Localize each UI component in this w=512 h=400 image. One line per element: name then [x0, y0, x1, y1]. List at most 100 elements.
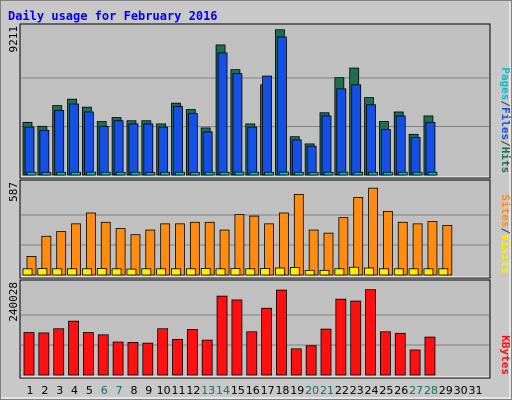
bar-files-day-2 [39, 129, 50, 176]
bar-visits-day-27 [412, 223, 423, 276]
bar-kbytes-day-25 [379, 331, 391, 376]
day-label-1: 1 [27, 384, 34, 397]
bar-visits-day-9 [145, 229, 156, 276]
day-label-6: 6 [101, 384, 108, 397]
bar-sites-day-24 [364, 267, 374, 276]
bar-files-day-4 [69, 103, 79, 176]
bar-files-day-22 [336, 88, 347, 176]
day-label-10: 10 [157, 384, 171, 397]
bar-visits-day-21 [323, 232, 334, 276]
scale-label: 587 [7, 182, 20, 202]
bar-pages-day-9 [145, 172, 156, 176]
bar-pages-day-4 [71, 171, 81, 176]
bar-pages-day-1 [26, 171, 37, 176]
bar-pages-day-27 [412, 171, 423, 176]
bar-pages-day-18 [279, 171, 289, 176]
bar-visits-day-11 [175, 223, 185, 276]
bar-files-day-15 [232, 73, 243, 176]
bar-files-day-13 [202, 131, 213, 176]
day-label-15: 15 [231, 384, 245, 397]
legend-label-group: KBytes [499, 335, 512, 375]
bar-sites-day-20 [304, 269, 315, 276]
bar-kbytes-day-10 [157, 328, 169, 376]
day-label-13: 13 [201, 384, 215, 397]
bar-files-day-17 [262, 75, 273, 176]
bar-files-day-7 [113, 120, 124, 176]
bar-visits-day-13 [204, 221, 215, 276]
bar-kbytes-day-26 [394, 332, 406, 376]
scale-label: 9211 [7, 26, 20, 53]
bar-pages-day-8 [130, 171, 141, 176]
day-label-30: 30 [454, 384, 468, 397]
panel-kbytes: 240028 KBytes [7, 279, 512, 379]
bar-kbytes-day-7 [112, 341, 124, 376]
bar-visits-day-29 [442, 224, 453, 276]
day-label-19: 19 [290, 384, 304, 397]
bar-files-day-6 [98, 125, 109, 176]
bar-pages-day-24 [368, 171, 378, 176]
bar-pages-day-26 [397, 171, 408, 176]
bar-pages-day-25 [382, 171, 393, 176]
bar-sites-day-18 [275, 267, 285, 276]
bar-kbytes-day-6 [97, 334, 109, 376]
bar-pages-day-10 [160, 171, 171, 176]
day-label-22: 22 [335, 384, 349, 397]
bar-kbytes-day-28 [424, 336, 436, 376]
bar-sites-day-15 [230, 268, 241, 276]
bar-visits-day-24 [368, 187, 378, 276]
bar-sites-day-25 [378, 268, 389, 276]
bar-files-day-24 [366, 104, 376, 176]
panel-visits-sites: 587 Sites/Visits [7, 179, 512, 279]
day-label-9: 9 [145, 384, 152, 397]
bar-files-day-16 [247, 126, 258, 176]
bar-kbytes-day-1 [23, 332, 35, 376]
day-label-5: 5 [86, 384, 93, 397]
bar-sites-day-4 [67, 268, 77, 276]
bar-kbytes-day-4 [68, 320, 79, 376]
legend-label: / [499, 140, 512, 147]
day-label-24: 24 [365, 384, 379, 397]
bar-pages-day-3 [56, 171, 67, 176]
bar-visits-day-25 [382, 211, 393, 276]
bar-visits-day-15 [234, 214, 245, 276]
bar-kbytes-day-11 [172, 338, 183, 376]
day-label-23: 23 [350, 384, 364, 397]
bar-visits-day-5 [86, 212, 96, 276]
bar-visits-day-17 [264, 223, 275, 276]
bar-files-day-23 [351, 84, 362, 176]
legend-label: / [499, 100, 512, 107]
legend-label: Sites [499, 194, 512, 227]
bar-visits-day-28 [427, 221, 438, 276]
bar-pages-day-28 [427, 171, 438, 176]
legend-label: Files [499, 107, 512, 140]
bars-pages-files-hits [22, 29, 438, 176]
bar-files-day-18 [277, 36, 287, 176]
day-label-16: 16 [246, 384, 260, 397]
bar-files-day-21 [321, 115, 332, 176]
bar-files-day-11 [173, 105, 183, 176]
legend-label: Hits [499, 147, 512, 174]
bar-pages-day-6 [100, 171, 111, 176]
bar-pages-day-17 [264, 171, 275, 176]
bar-visits-day-19 [293, 193, 304, 276]
bar-kbytes-day-3 [53, 328, 65, 376]
bar-files-day-19 [291, 139, 302, 176]
bar-visits-day-4 [71, 223, 81, 276]
legend-label-group: Sites/Visits [499, 194, 512, 274]
legend-label: / [499, 228, 512, 235]
bar-pages-day-14 [219, 171, 230, 176]
bar-visits-day-7 [115, 228, 126, 276]
bar-visits-day-12 [189, 221, 200, 276]
bar-sites-day-28 [423, 268, 434, 276]
bar-files-day-27 [410, 137, 421, 176]
bar-kbytes-day-27 [409, 349, 421, 376]
bar-visits-day-10 [160, 223, 171, 276]
bars-kbytes [23, 289, 436, 376]
bar-kbytes-day-13 [201, 339, 213, 376]
bar-files-day-25 [380, 129, 391, 176]
bar-visits-day-20 [308, 229, 319, 276]
bar-sites-day-3 [52, 268, 63, 276]
day-label-2: 2 [41, 384, 48, 397]
